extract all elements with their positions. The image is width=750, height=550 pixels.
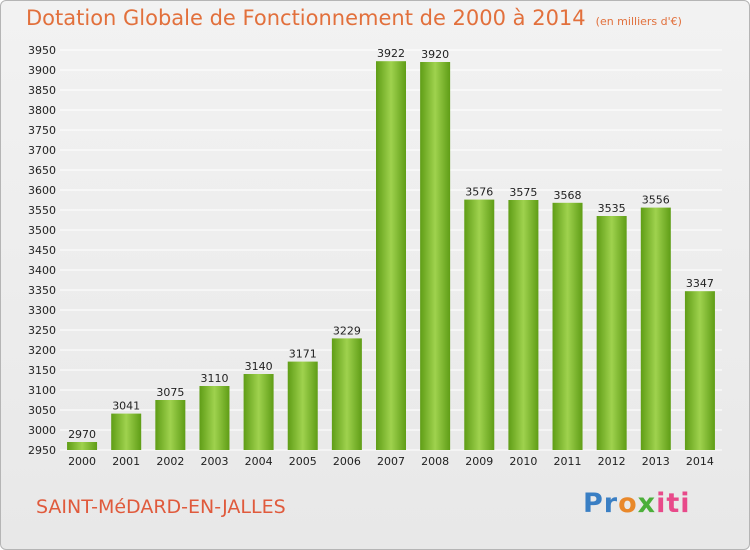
y-tick-label-3500: 3500 (28, 224, 56, 237)
y-tick-label-3600: 3600 (28, 184, 56, 197)
data-label-2009: 3576 (465, 186, 493, 199)
bar-2010 (508, 200, 539, 450)
commune-name: SAINT-MéDARD-EN-JALLES (36, 496, 286, 518)
data-label-2008: 3920 (421, 48, 449, 61)
chart-title-text: Dotation Globale de Fonctionnement de 20… (26, 6, 586, 30)
data-label-2013: 3556 (642, 194, 670, 207)
data-label-2000: 2970 (68, 428, 96, 441)
bar-2003 (199, 386, 230, 450)
x-tick-label-2007: 2007 (377, 455, 405, 468)
y-tick-label-3050: 3050 (28, 404, 56, 417)
x-tick-label-2003: 2003 (200, 455, 228, 468)
bar-2013 (640, 207, 671, 450)
bar-2002 (155, 400, 186, 450)
data-label-2007: 3922 (377, 47, 405, 60)
y-tick-label-3900: 3900 (28, 64, 56, 77)
x-tick-label-2004: 2004 (245, 455, 273, 468)
y-tick-label-3100: 3100 (28, 384, 56, 397)
y-tick-label-3400: 3400 (28, 264, 56, 277)
bar-2009 (464, 199, 495, 450)
bar-2001 (111, 413, 142, 450)
x-tick-label-2011: 2011 (554, 455, 582, 468)
y-tick-label-3650: 3650 (28, 164, 56, 177)
data-label-2014: 3347 (686, 277, 714, 290)
y-tick-label-3250: 3250 (28, 324, 56, 337)
proxiti-logo[interactable]: Proxiti (583, 488, 691, 519)
y-tick-label-3850: 3850 (28, 84, 56, 97)
x-tick-label-2008: 2008 (421, 455, 449, 468)
data-label-2012: 3535 (598, 202, 626, 215)
bar-2004 (243, 374, 274, 450)
data-label-2006: 3229 (333, 324, 361, 337)
x-tick-label-2001: 2001 (112, 455, 140, 468)
x-tick-label-2010: 2010 (509, 455, 537, 468)
x-tick-label-2002: 2002 (156, 455, 184, 468)
x-tick-label-2000: 2000 (68, 455, 96, 468)
y-tick-label-3150: 3150 (28, 364, 56, 377)
chart-subtitle: (en milliers d'€) (595, 15, 682, 28)
y-tick-label-3350: 3350 (28, 284, 56, 297)
data-label-2002: 3075 (156, 386, 184, 399)
bar-2006 (331, 338, 362, 450)
logo-part-4: iti (656, 488, 691, 519)
bar-2007 (376, 61, 406, 450)
logo-part-3: x (637, 488, 657, 519)
data-label-2010: 3575 (509, 186, 537, 199)
y-tick-label-3300: 3300 (28, 304, 56, 317)
y-tick-label-3200: 3200 (28, 344, 56, 357)
bar-2012 (596, 216, 627, 450)
data-label-2005: 3171 (289, 348, 317, 361)
bar-2014 (684, 291, 715, 450)
bar-2011 (552, 202, 583, 450)
bar-2000 (67, 442, 98, 450)
y-tick-label-3950: 3950 (28, 44, 56, 57)
y-tick-label-2950: 2950 (28, 444, 56, 457)
y-tick-label-3700: 3700 (28, 144, 56, 157)
y-tick-label-3800: 3800 (28, 104, 56, 117)
y-tick-label-3550: 3550 (28, 204, 56, 217)
chart-title: Dotation Globale de Fonctionnement de 20… (26, 6, 682, 30)
x-axis-ticks: 2000 2001 2002 2003 2004 2005 2006 2007 2008 2009… (68, 455, 714, 468)
logo-part-1: Pr (583, 488, 619, 519)
bar-2008 (420, 62, 451, 450)
data-label-2004: 3140 (245, 360, 273, 373)
y-tick-label-3450: 3450 (28, 244, 56, 257)
data-label-2011: 3568 (554, 189, 582, 202)
bars (67, 61, 715, 450)
logo-part-2: o (618, 488, 638, 519)
x-tick-label-2014: 2014 (686, 455, 714, 468)
y-axis-ticks: 2950 3000 3050 3100 3150 3200 3250 3300 3350 3400… (28, 44, 56, 457)
x-tick-label-2006: 2006 (333, 455, 361, 468)
bar-2005 (287, 361, 318, 450)
data-label-2003: 3110 (200, 372, 228, 385)
x-tick-label-2005: 2005 (289, 455, 317, 468)
x-tick-label-2009: 2009 (465, 455, 493, 468)
x-tick-label-2012: 2012 (598, 455, 626, 468)
x-tick-label-2013: 2013 (642, 455, 670, 468)
data-labels: 2970 3041 3075 3110 3140 3171 3229 3922 3920 3576… (68, 47, 714, 441)
y-tick-label-3750: 3750 (28, 124, 56, 137)
data-label-2001: 3041 (112, 400, 140, 413)
y-tick-label-3000: 3000 (28, 424, 56, 437)
